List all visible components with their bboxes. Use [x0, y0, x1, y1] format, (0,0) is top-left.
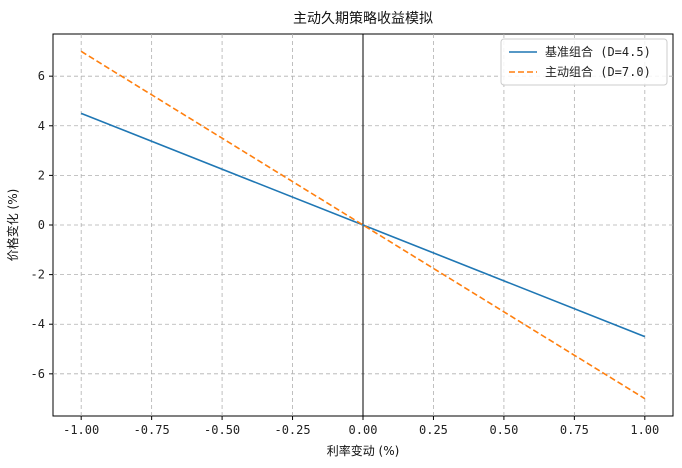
y-axis-title: 价格变化 (%) — [5, 189, 20, 262]
y-tick-label: 0 — [38, 218, 45, 232]
y-tick-label: -2 — [31, 268, 45, 282]
x-tick-label: 0.25 — [419, 423, 448, 437]
y-tick-label: -4 — [31, 317, 45, 331]
axes: -1.00 -0.75 -0.50 -0.25 0.00 0.25 0.50 0.75 1.00… — [31, 69, 660, 437]
y-tick-label: 4 — [38, 119, 45, 133]
y-tick-label: 6 — [38, 69, 45, 83]
series-lines — [80, 50, 646, 400]
x-tick-label: 1.00 — [630, 423, 659, 437]
x-tick-label: 0.00 — [349, 423, 378, 437]
x-tick-label: -1.00 — [63, 423, 99, 437]
x-tick-label: -0.25 — [274, 423, 310, 437]
legend-box — [500, 38, 668, 86]
series-line-1 — [80, 112, 646, 338]
y-tick-label: -6 — [31, 367, 45, 381]
x-tick-label: 0.75 — [560, 423, 589, 437]
x-tick-label: -0.75 — [134, 423, 170, 437]
x-axis-title: 利率变动 (%) — [327, 443, 400, 458]
legend: 基准组合 (D=4.5) 主动组合 (D=7.0) — [500, 38, 668, 86]
legend-label: 主动组合 (D=7.0) — [545, 64, 651, 79]
x-tick-label: -0.50 — [204, 423, 240, 437]
legend-label: 基准组合 (D=4.5) — [545, 44, 651, 59]
chart-title: 主动久期策略收益模拟 — [293, 10, 433, 27]
series-line-2 — [80, 50, 646, 400]
y-tick-label: 2 — [38, 168, 45, 182]
x-tick-label: 0.50 — [489, 423, 518, 437]
